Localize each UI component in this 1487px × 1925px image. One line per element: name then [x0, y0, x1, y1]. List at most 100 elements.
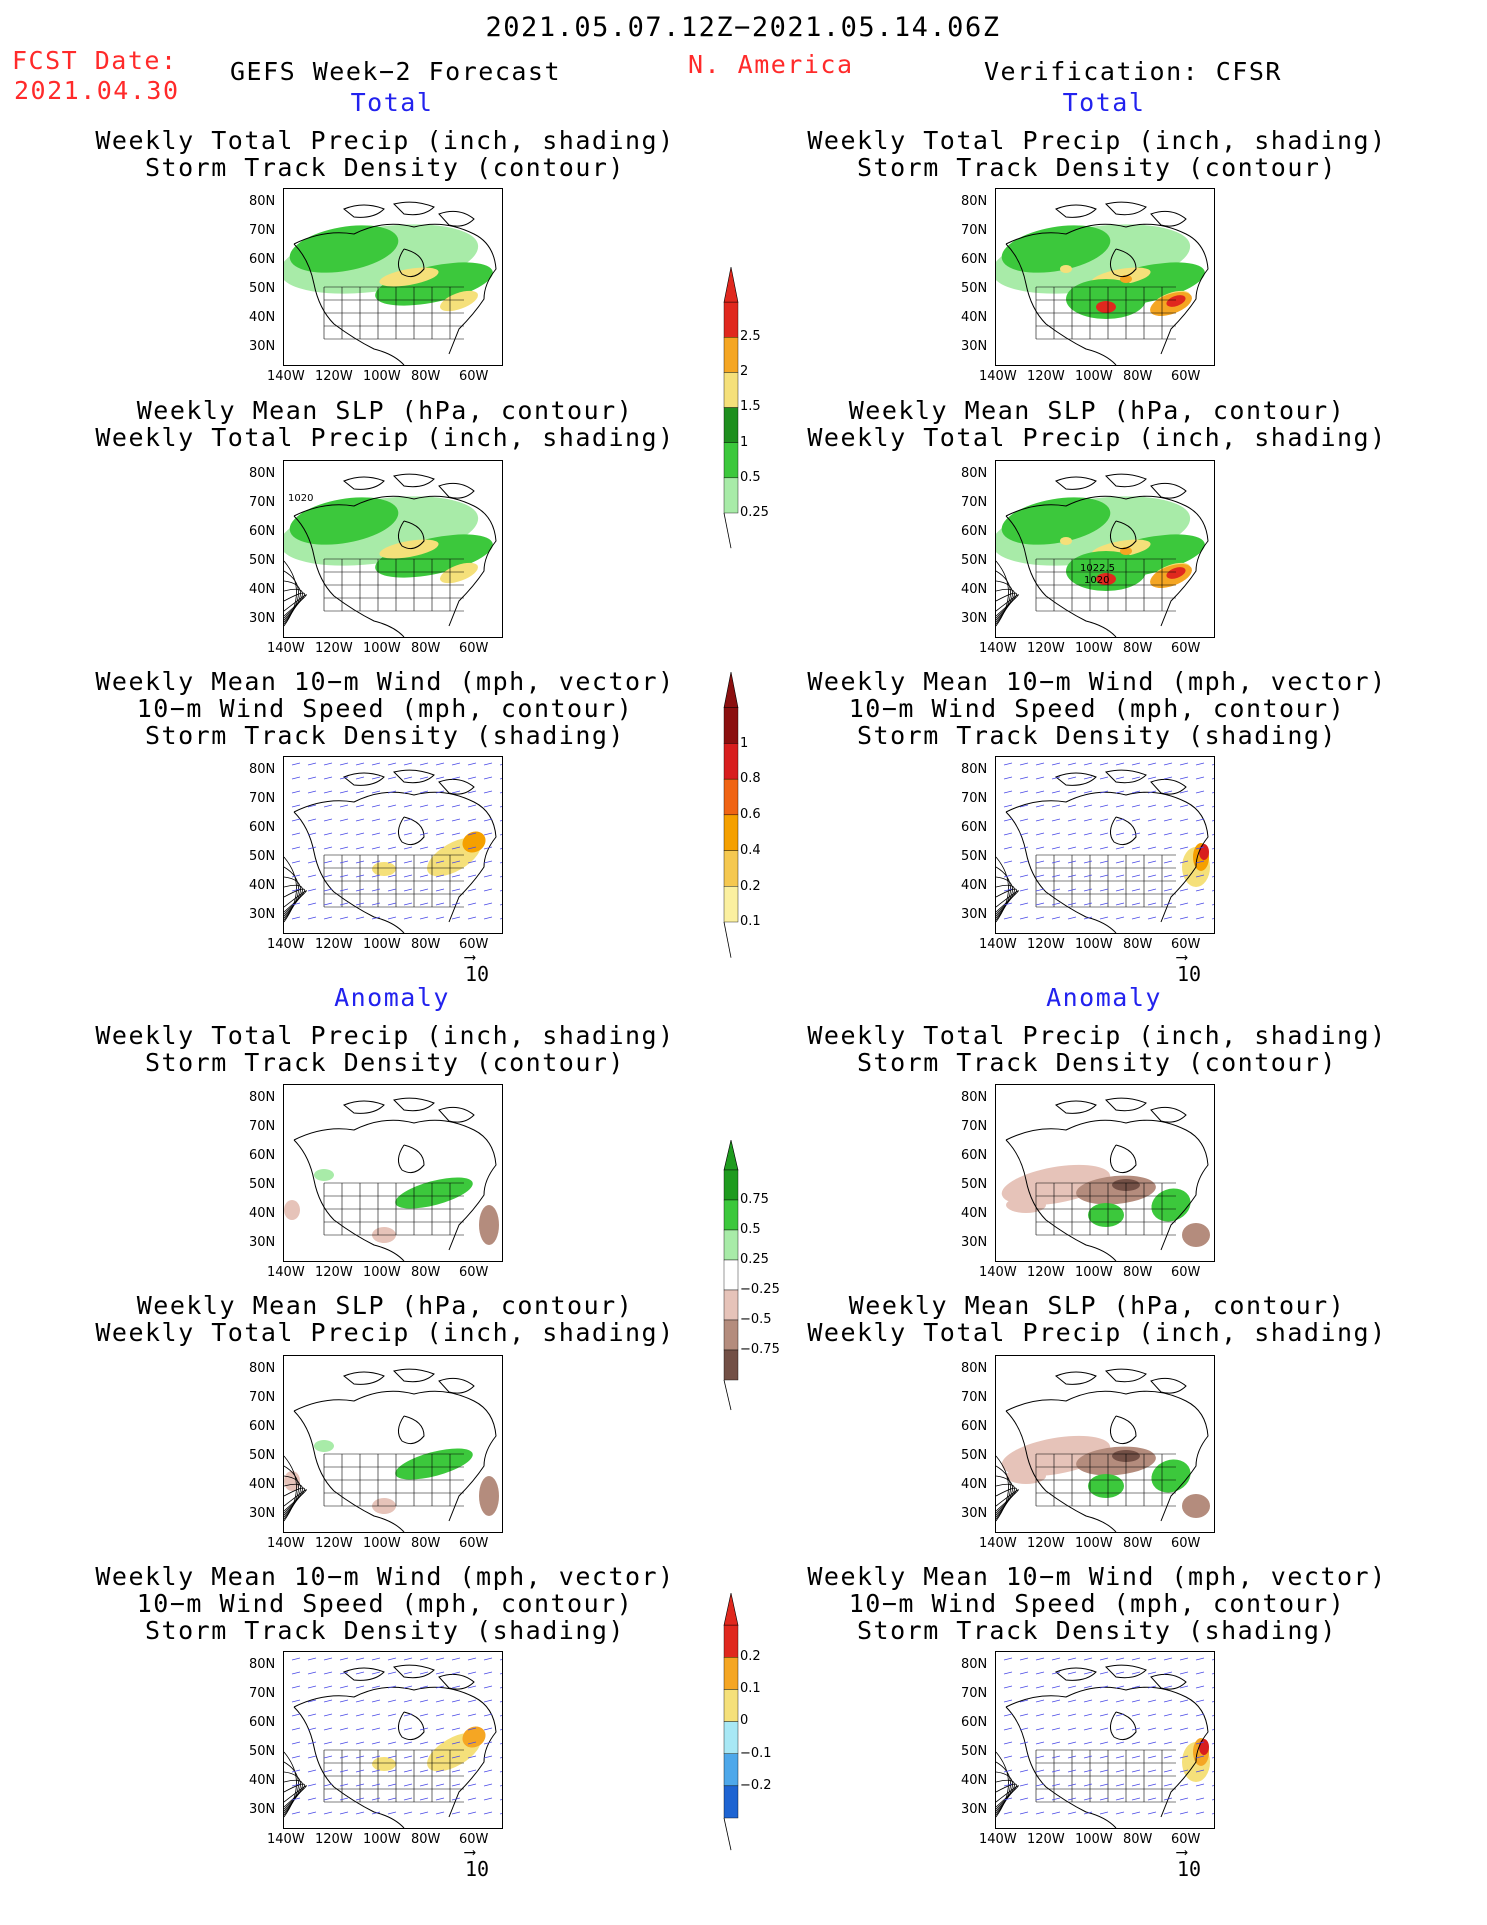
lat-label: 60N — [249, 1419, 276, 1434]
lon-label: 60W — [459, 369, 489, 384]
title-r5: Weekly Mean SLP (hPa, contour) Weekly Tot… — [807, 1291, 1387, 1347]
lat-label: 60N — [961, 1715, 988, 1730]
lat-label: 80N — [961, 1090, 988, 1105]
lat-label: 70N — [961, 1119, 988, 1134]
title-l5: Weekly Mean SLP (hPa, contour) Weekly Tot… — [95, 1291, 675, 1347]
lat-label: 70N — [249, 1119, 276, 1134]
title-l6: Weekly Mean 10−m Wind (mph, vector) 10−m … — [95, 1562, 675, 1645]
title-l4: Weekly Total Precip (inch, shading) Storm… — [95, 1021, 675, 1077]
lon-label: 60W — [1171, 1832, 1201, 1847]
section-anomaly-right: Anomaly — [1046, 983, 1162, 1012]
lat-label: 40N — [249, 310, 276, 325]
lon-label: 80W — [1123, 1536, 1153, 1551]
map-panel-right-3 — [995, 756, 1215, 934]
lon-label: 100W — [363, 641, 401, 656]
lat-label: 60N — [961, 820, 988, 835]
lat-label: 30N — [961, 339, 988, 354]
colorbar-label: −0.1 — [740, 1745, 772, 1761]
colorbar-label: 0.1 — [740, 914, 761, 930]
section-anomaly-left: Anomaly — [334, 983, 450, 1012]
lon-label: 80W — [1123, 641, 1153, 656]
lat-label: 30N — [961, 1235, 988, 1250]
map-panel-right-1 — [995, 188, 1215, 366]
lon-label: 80W — [411, 369, 441, 384]
colorbar-label: 0.1 — [740, 1681, 761, 1697]
lat-label: 80N — [249, 1090, 276, 1105]
lat-label: 50N — [961, 1448, 988, 1463]
verification-title: Verification: CFSR — [984, 57, 1282, 86]
colorbar-label: 0.5 — [740, 469, 761, 485]
title-r2: Weekly Mean SLP (hPa, contour) Weekly Tot… — [807, 396, 1387, 452]
lon-label: 100W — [363, 1536, 401, 1551]
map-panel-left-5 — [283, 1355, 503, 1533]
lon-label: 80W — [1123, 937, 1153, 952]
colorbar-label: 0.2 — [740, 1649, 761, 1665]
lon-label: 140W — [979, 1536, 1017, 1551]
colorbar-label: 1.5 — [740, 399, 761, 415]
lat-label: 70N — [249, 1390, 276, 1405]
lon-label: 100W — [1075, 641, 1113, 656]
vector-reference: ⟶ 10 — [1177, 1842, 1202, 1882]
colorbar-label: −0.5 — [740, 1312, 772, 1327]
region-title: N. America — [688, 50, 854, 79]
vector-reference: ⟶ 10 — [465, 1842, 490, 1882]
lat-label: 50N — [961, 1744, 988, 1759]
lat-label: 30N — [249, 907, 276, 922]
lon-label: 80W — [411, 1832, 441, 1847]
lon-label: 80W — [411, 937, 441, 952]
lat-label: 30N — [249, 611, 276, 626]
lat-label: 70N — [961, 791, 988, 806]
title-r1: Weekly Total Precip (inch, shading) Storm… — [807, 126, 1387, 182]
lat-label: 40N — [249, 1477, 276, 1492]
lat-label: 40N — [961, 878, 988, 893]
title-l3: Weekly Mean 10−m Wind (mph, vector) 10−m … — [95, 667, 675, 750]
lat-label: 60N — [249, 524, 276, 539]
lon-label: 60W — [1171, 369, 1201, 384]
lat-label: 60N — [249, 1148, 276, 1163]
lat-label: 80N — [249, 1657, 276, 1672]
lat-label: 30N — [249, 1802, 276, 1817]
lat-label: 70N — [961, 495, 988, 510]
lat-label: 80N — [961, 194, 988, 209]
lon-label: 60W — [459, 1832, 489, 1847]
title-r3: Weekly Mean 10−m Wind (mph, vector) 10−m … — [807, 667, 1387, 750]
map-panel-left-1 — [283, 188, 503, 366]
colorbar-label: 1 — [740, 735, 749, 751]
lon-label: 100W — [1075, 937, 1113, 952]
lon-label: 100W — [1075, 1832, 1113, 1847]
lat-label: 80N — [961, 466, 988, 481]
lon-label: 140W — [979, 641, 1017, 656]
lat-label: 50N — [249, 553, 276, 568]
colorbar-label: 0.25 — [740, 1252, 769, 1267]
lon-label: 120W — [315, 1265, 353, 1280]
lat-label: 80N — [961, 1657, 988, 1672]
lat-label: 40N — [961, 1773, 988, 1788]
lon-label: 80W — [1123, 1832, 1153, 1847]
colorbar-label: 0 — [740, 1713, 749, 1729]
colorbar-label: 0.5 — [740, 1222, 761, 1237]
lon-label: 80W — [411, 641, 441, 656]
colorbar-precip-anomaly — [722, 1139, 740, 1444]
map-panel-right-2: 1022.5 1020 — [995, 460, 1215, 638]
lat-label: 60N — [249, 252, 276, 267]
lat-label: 30N — [961, 1802, 988, 1817]
lat-label: 80N — [961, 1361, 988, 1376]
lon-label: 120W — [315, 1832, 353, 1847]
lon-label: 60W — [459, 641, 489, 656]
lon-label: 60W — [1171, 937, 1201, 952]
colorbar-label: 1 — [740, 434, 749, 450]
lat-label: 50N — [961, 849, 988, 864]
slp-contour-label-b: 1020 — [1084, 575, 1109, 586]
lat-label: 70N — [961, 1390, 988, 1405]
lon-label: 140W — [979, 937, 1017, 952]
lon-label: 140W — [267, 1265, 305, 1280]
lat-label: 50N — [249, 849, 276, 864]
colorbar-track-anomaly — [722, 1592, 740, 1886]
lon-label: 60W — [1171, 1265, 1201, 1280]
lat-label: 70N — [249, 223, 276, 238]
fcst-date: 2021.04.30 — [14, 76, 180, 105]
date-range: 2021.05.07.12Z−2021.05.14.06Z — [485, 12, 1001, 43]
lon-label: 60W — [1171, 641, 1201, 656]
lat-label: 30N — [249, 1506, 276, 1521]
lat-label: 80N — [249, 466, 276, 481]
